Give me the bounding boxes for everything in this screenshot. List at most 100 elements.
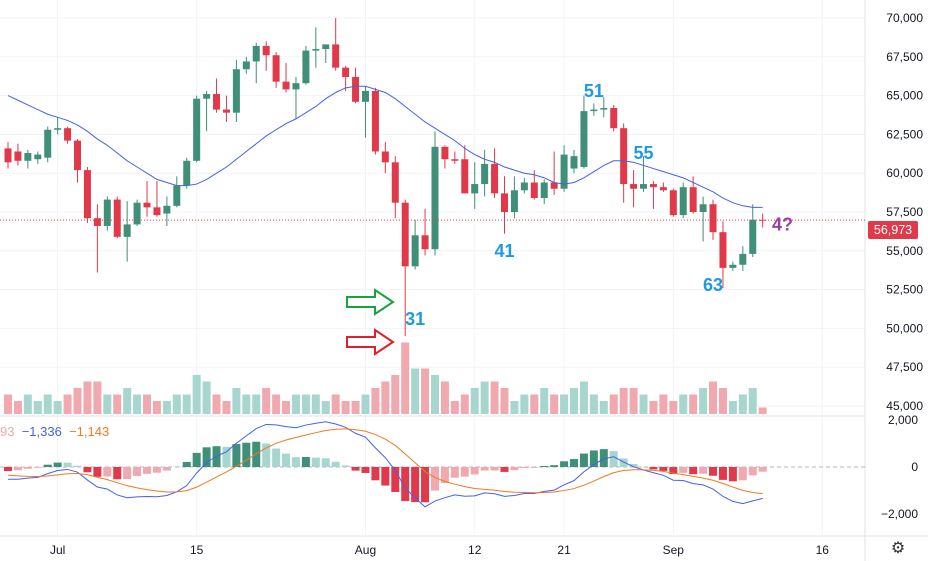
annotation-label: 55 — [634, 143, 654, 163]
volume-bar — [212, 394, 221, 414]
volume-bar — [560, 394, 569, 414]
volume-bar — [262, 388, 271, 414]
macd-histogram-bar — [530, 467, 539, 468]
candle-body — [312, 49, 320, 51]
candle-body — [242, 61, 250, 70]
macd-histogram-bar — [341, 465, 350, 467]
volume-bar — [679, 394, 688, 414]
volume-bar — [381, 381, 390, 414]
volume-bar — [550, 394, 559, 414]
settings-gear-icon[interactable]: ⚙ — [890, 540, 906, 557]
candle-body — [153, 207, 161, 216]
macd-histogram-bar — [709, 467, 718, 476]
volume-bar — [450, 401, 459, 414]
volume-bar — [143, 394, 152, 414]
macd-histogram-bar — [649, 467, 658, 470]
candle-body — [133, 202, 141, 225]
candle-body — [193, 98, 201, 161]
price-tick-label: 65,000 — [886, 89, 923, 103]
price-tick-label: 60,000 — [886, 166, 923, 180]
candle-body — [232, 69, 240, 113]
volume-bar — [331, 394, 340, 414]
candle-body — [282, 81, 290, 90]
macd-histogram-bar — [13, 467, 22, 471]
volume-bar — [152, 401, 161, 414]
volume-bar — [13, 401, 22, 414]
candle-body — [530, 182, 538, 199]
volume-bar — [540, 388, 549, 414]
volume-bar — [718, 388, 727, 414]
candle-body — [570, 156, 578, 169]
volume-bar — [252, 394, 261, 414]
annotation-label: 63 — [703, 275, 723, 295]
price-tick-label: 55,000 — [886, 244, 923, 258]
macd-histogram-bar — [619, 458, 628, 467]
macd-histogram-bar — [4, 467, 12, 472]
price-tick-label: 70,000 — [886, 11, 923, 25]
macd-histogram-bar — [331, 461, 340, 467]
candle-body — [93, 218, 101, 226]
macd-histogram-bar — [123, 467, 132, 480]
candle-body — [302, 50, 310, 84]
macd-histogram-bar — [689, 467, 698, 475]
red-arrow-icon — [346, 328, 395, 356]
candle-body — [4, 148, 12, 163]
candle-body — [44, 129, 52, 158]
candle-body — [749, 219, 757, 254]
macd-histogram-bar — [103, 467, 112, 477]
volume-bar — [242, 394, 251, 414]
date-tick-label: Sep — [663, 543, 685, 557]
volume-bar — [361, 394, 370, 414]
candle-body — [600, 108, 608, 110]
macd-histogram-bar — [23, 467, 32, 469]
green-arrow-icon — [346, 288, 395, 316]
macd-histogram-bar — [282, 453, 291, 467]
macd-histogram-bar — [182, 461, 191, 467]
volume-bar — [53, 401, 62, 414]
macd-histogram-bar — [699, 467, 708, 474]
date-tick-label: 15 — [190, 543, 204, 557]
macd-hist-value: 93 — [0, 424, 15, 439]
macd-histogram-bar — [133, 467, 142, 476]
candle-body — [222, 109, 230, 113]
candle-body — [481, 163, 489, 185]
candle-body — [739, 253, 747, 265]
date-tick-label: Jul — [50, 543, 65, 557]
volume-bar — [182, 394, 191, 414]
volume-bar — [570, 388, 579, 414]
volume-bar — [222, 401, 231, 414]
macd-histogram-bar — [63, 462, 72, 467]
candle-body — [74, 140, 82, 171]
candle-body — [163, 205, 171, 214]
candle-body — [371, 90, 379, 152]
macd-histogram-bar — [232, 444, 241, 467]
macd-histogram-bar — [43, 464, 52, 467]
volume-bar — [430, 375, 439, 414]
volume-bar — [669, 401, 678, 414]
macd-histogram-bar — [33, 467, 42, 468]
macd-histogram-bar — [579, 453, 588, 467]
candle-body — [332, 44, 340, 68]
volume-bar — [391, 375, 400, 414]
volume-bar — [172, 394, 181, 414]
volume-bar — [113, 394, 122, 414]
macd-histogram-bar — [599, 449, 608, 467]
macd-histogram-bar — [520, 467, 529, 469]
volume-bar — [4, 394, 12, 414]
volume-bar — [470, 388, 479, 414]
volume-bar — [351, 401, 360, 414]
candle-body — [64, 128, 72, 141]
macd-histogram-bar — [718, 467, 727, 480]
macd-histogram-bar — [440, 467, 449, 484]
candle-body — [431, 146, 439, 250]
candle-body — [411, 235, 419, 267]
macd-histogram-bar — [679, 467, 688, 473]
volume-bar — [639, 394, 648, 414]
volume-bar — [440, 381, 449, 414]
volume-bar — [202, 381, 211, 414]
candle-body — [709, 204, 717, 233]
candle-body — [729, 264, 737, 268]
candle-body — [34, 154, 42, 160]
macd-histogram-bar — [53, 462, 62, 467]
